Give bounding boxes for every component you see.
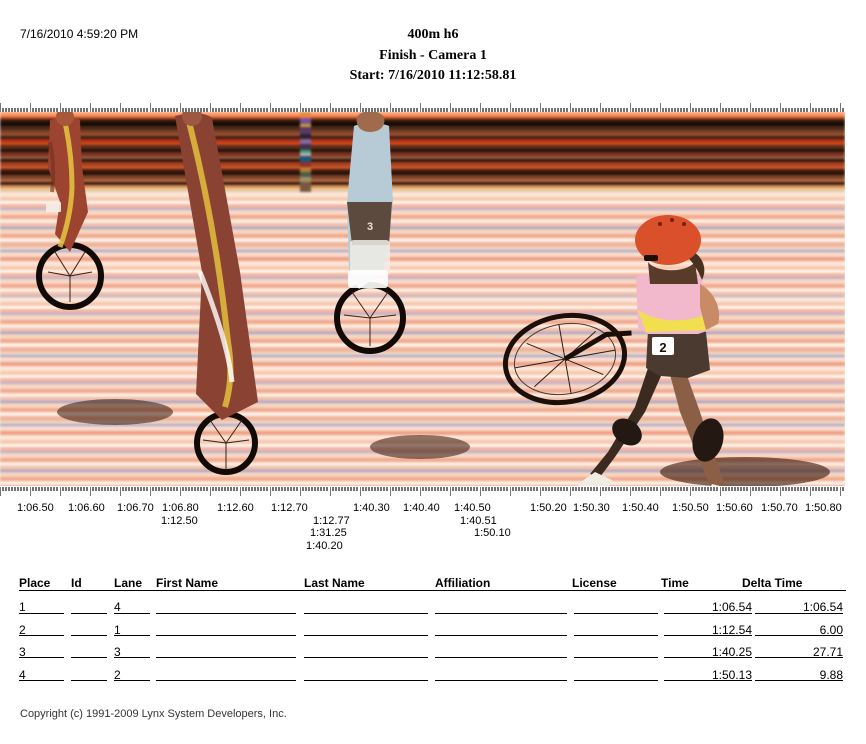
svg-text:3: 3 <box>367 221 373 233</box>
svg-text:2: 2 <box>659 340 666 355</box>
